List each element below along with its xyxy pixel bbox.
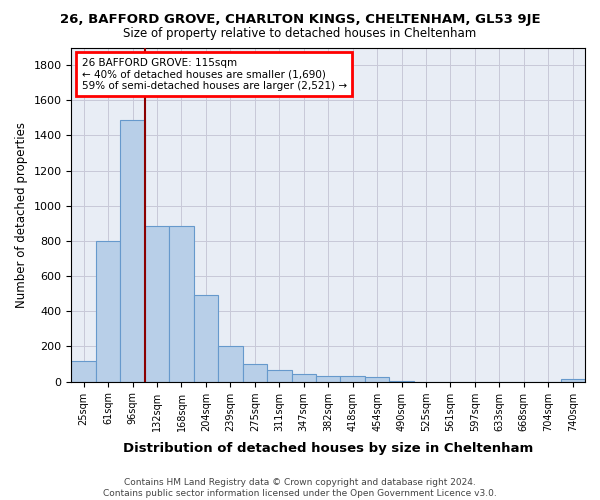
Bar xyxy=(169,226,194,382)
Text: Contains HM Land Registry data © Crown copyright and database right 2024.
Contai: Contains HM Land Registry data © Crown c… xyxy=(103,478,497,498)
Bar xyxy=(365,378,389,382)
Bar xyxy=(267,370,292,382)
Bar xyxy=(194,296,218,382)
Bar xyxy=(242,364,267,382)
Bar xyxy=(340,376,365,382)
Bar xyxy=(560,379,585,382)
Bar xyxy=(218,346,242,382)
Text: 26 BAFFORD GROVE: 115sqm
← 40% of detached houses are smaller (1,690)
59% of sem: 26 BAFFORD GROVE: 115sqm ← 40% of detach… xyxy=(82,58,347,90)
Bar xyxy=(96,241,121,382)
Text: 26, BAFFORD GROVE, CHARLTON KINGS, CHELTENHAM, GL53 9JE: 26, BAFFORD GROVE, CHARLTON KINGS, CHELT… xyxy=(59,12,541,26)
X-axis label: Distribution of detached houses by size in Cheltenham: Distribution of detached houses by size … xyxy=(123,442,533,455)
Bar xyxy=(389,381,414,382)
Bar xyxy=(292,374,316,382)
Text: Size of property relative to detached houses in Cheltenham: Size of property relative to detached ho… xyxy=(124,28,476,40)
Bar xyxy=(316,376,340,382)
Bar xyxy=(145,226,169,382)
Bar xyxy=(121,120,145,382)
Y-axis label: Number of detached properties: Number of detached properties xyxy=(15,122,28,308)
Bar xyxy=(71,360,96,382)
